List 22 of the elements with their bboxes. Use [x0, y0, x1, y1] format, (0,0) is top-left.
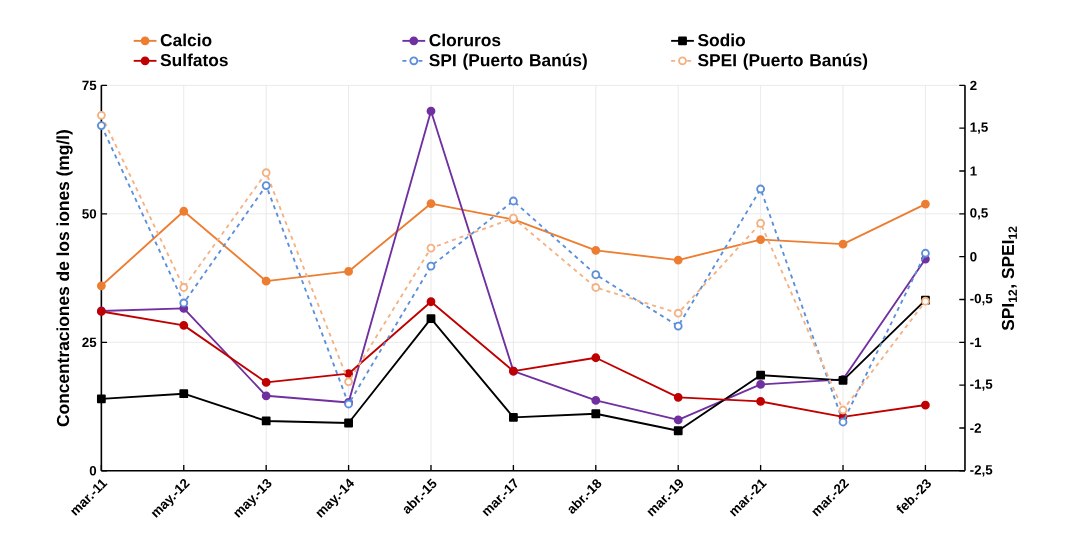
y-tick-label: 75 [82, 80, 97, 90]
y2-tick-label: -2,5 [970, 465, 993, 477]
y2-tick-label: -1 [970, 337, 982, 347]
y-tick-label: 0 [89, 466, 97, 476]
y-axis-title: Concentraciones de los iones (mg/l) [56, 130, 73, 427]
y2-tick-label: 2 [970, 80, 977, 90]
legend-label: Sodio [698, 33, 745, 47]
y-tick-label: 50 [82, 209, 97, 219]
legend-label: Cloruros [429, 33, 501, 47]
y2-tick-label: -1,5 [970, 379, 993, 391]
y2-tick-label: 0 [970, 251, 977, 262]
y2-tick-label: 1 [970, 166, 977, 176]
y-tick-label: 25 [82, 337, 97, 347]
y2-tick-label: -0,5 [970, 293, 993, 306]
y2-axis-title: SPI$_{12}$, SPEI$_{12}$ [1001, 226, 1017, 331]
y2-tick-label: 1,5 [970, 122, 988, 134]
legend-label: Calcio [160, 33, 212, 47]
y2-tick-label: -2 [970, 423, 982, 433]
legend-label: SPEI (Puerto Banús) [698, 53, 868, 70]
legend-label: SPI (Puerto Banús) [429, 53, 587, 70]
y2-tick-label: 0,5 [970, 208, 988, 220]
legend-label: Sulfatos [160, 53, 228, 67]
